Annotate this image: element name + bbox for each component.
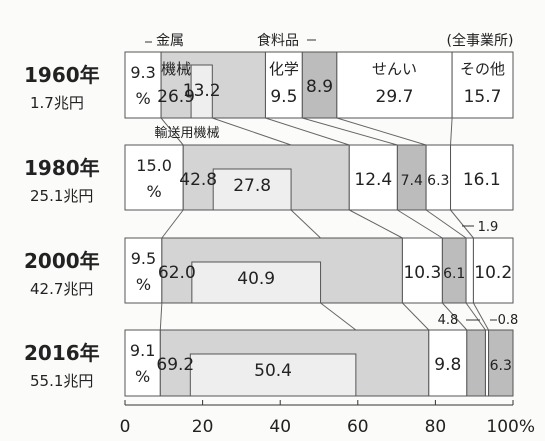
segment-value-label: 13.2 [183, 81, 221, 101]
bar-sub-segment-transport [189, 353, 357, 397]
callout-food-label: 食料品 [257, 32, 299, 49]
bar-sub-segment-transport [212, 168, 292, 211]
connector-line [442, 302, 468, 331]
percent-unit-label: % [135, 89, 150, 108]
bar-segment [264, 51, 303, 119]
segment-value-label: 16.1 [463, 170, 501, 190]
bar-segment [466, 329, 486, 397]
bar-segment [124, 329, 161, 397]
bar-segment [396, 144, 427, 211]
connector-line [212, 117, 292, 146]
x-tick-label: 60 [347, 417, 369, 437]
bar-segment [450, 144, 514, 211]
segment-value-label: 8.9 [306, 77, 333, 97]
segment-value-label: 27.8 [233, 176, 271, 196]
scope-note: (全事業所) [447, 32, 514, 49]
connector-line [402, 302, 430, 331]
segment-value-label: 9.8 [434, 355, 461, 375]
bar-sub-segment-transport [190, 64, 213, 119]
segment-value-label: 10.2 [474, 263, 512, 283]
connector-line [472, 302, 489, 331]
bar-segment [124, 144, 184, 211]
callout-transport-label: 輸送用機械 [154, 126, 219, 141]
percent-unit-label: % [146, 182, 161, 201]
segment-value-label: 42.8 [179, 170, 217, 190]
segment-value-label: 7.4 [401, 173, 423, 189]
callout-value-label: 0.8 [498, 313, 519, 328]
callout-metal-label: 金属 [156, 33, 184, 49]
segment-value-label: 50.4 [254, 361, 292, 381]
segment-value-label: 9.5 [270, 87, 297, 107]
bar-segment [451, 51, 514, 119]
segment-value-label: 15.0 [136, 156, 172, 175]
connector-line [425, 209, 467, 239]
connector-line [290, 209, 321, 239]
bar-segment [425, 144, 452, 211]
bar-segment [301, 51, 338, 119]
connector-line [159, 302, 163, 331]
connector-line [336, 117, 427, 146]
labels-layer: 1960年 1.7兆円 13.2 9.3% 機械 26.9 化学 9.5 8.9 せんい 29.7 そ… [24, 32, 518, 390]
callout-value-label: 1.9 [478, 220, 499, 235]
bar-sub-segment-transport [191, 261, 322, 304]
bar-segment [401, 237, 443, 304]
connector-line [302, 117, 398, 146]
connector-line [450, 209, 474, 239]
connector-line [450, 117, 453, 146]
bar-segment [160, 51, 266, 119]
connector-line [320, 302, 357, 331]
total-value-label: 25.1兆円 [30, 187, 93, 205]
segment-value-label: 10.3 [403, 263, 441, 283]
bars-layer [124, 51, 514, 397]
year-label: 2000年 [24, 249, 100, 273]
segment-value-label: 9.3 [130, 63, 155, 82]
category-label: 化学 [269, 60, 299, 78]
segment-value-label: 29.7 [376, 87, 414, 107]
year-label: 1960年 [24, 63, 100, 87]
connector-line [265, 117, 350, 146]
bar-segment [465, 237, 474, 304]
year-label: 1980年 [24, 156, 100, 180]
callout-value-label: 4.8 [438, 313, 459, 328]
connector-line [465, 302, 486, 331]
bar-segment [488, 329, 514, 397]
bar-segment [124, 51, 162, 119]
category-label: せんい [372, 60, 417, 78]
bar-segment [428, 329, 468, 397]
segment-value-label: 6.3 [427, 173, 449, 189]
connector-line [397, 209, 443, 239]
bar-segment [124, 237, 163, 304]
x-tick-label: 80 [425, 417, 447, 437]
segment-value-label: 9.5 [131, 249, 156, 268]
connector-line [161, 209, 184, 239]
segment-value-label: 62.0 [158, 263, 196, 283]
segment-value-label: 9.1 [130, 341, 155, 360]
segment-value-label: 12.4 [354, 170, 392, 190]
segment-value-label: 69.2 [156, 355, 194, 375]
percent-unit-label: % [136, 275, 151, 294]
x-tick-label: 0 [120, 417, 131, 437]
x-axis: 0 20 40 60 80 100% [120, 400, 535, 437]
segment-value-label: 26.9 [157, 87, 195, 107]
segment-value-label: 40.9 [237, 269, 275, 289]
percent-unit-label: % [135, 367, 150, 386]
total-value-label: 1.7兆円 [30, 94, 84, 112]
year-label: 2016年 [24, 341, 100, 365]
category-label: その他 [460, 60, 505, 78]
connector-line [349, 209, 403, 239]
bar-segment [472, 237, 514, 304]
segment-value-label: 6.1 [443, 266, 465, 282]
connector-lines [145, 39, 497, 331]
bar-segment [336, 51, 453, 119]
segment-value-label: 15.7 [464, 87, 502, 107]
segment-value-label: 6.3 [490, 358, 512, 374]
x-tick-label: 100% [486, 417, 535, 437]
total-value-label: 55.1兆円 [30, 372, 93, 390]
x-tick-label: 40 [269, 417, 291, 437]
category-label: 機械 [161, 60, 191, 78]
total-value-label: 42.7兆円 [30, 280, 93, 298]
connector-line [160, 117, 184, 146]
x-tick-label: 20 [192, 417, 214, 437]
